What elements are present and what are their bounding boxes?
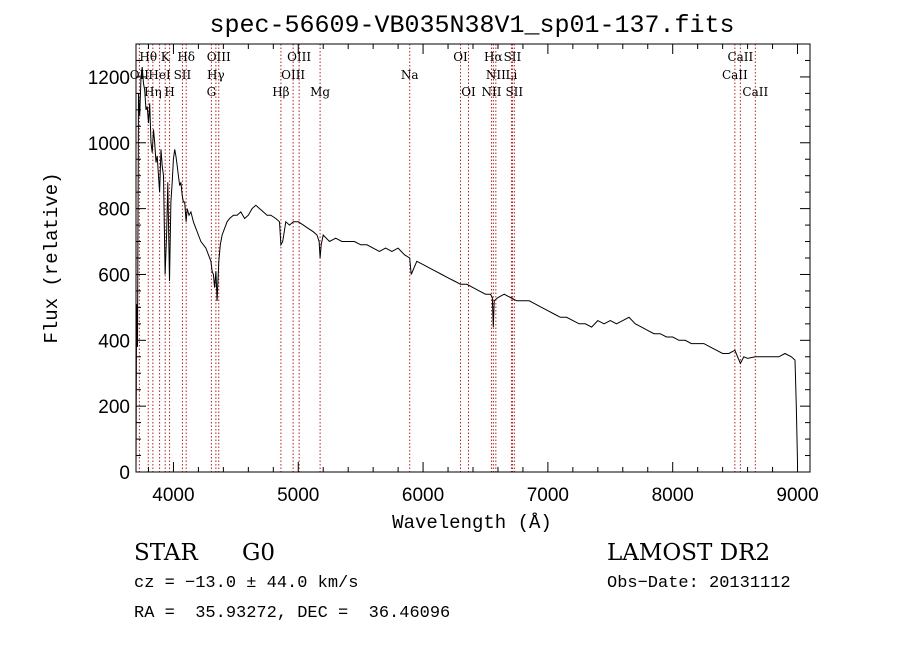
line-label: K bbox=[161, 50, 171, 64]
spectrum-line bbox=[135, 66, 798, 473]
line-label: SII bbox=[505, 85, 523, 99]
line-label: Li bbox=[506, 68, 518, 82]
y-tick-label: 0 bbox=[119, 463, 130, 484]
plot-frame bbox=[135, 43, 811, 473]
chart-title: spec-56609-VB035N38V1_sp01-137.fits bbox=[209, 11, 734, 40]
y-axis-label: Flux (relative) bbox=[41, 172, 63, 343]
line-label: Mg bbox=[310, 85, 330, 99]
line-label: Hδ bbox=[177, 50, 195, 64]
line-label: OI bbox=[461, 85, 476, 99]
y-tick-label: 200 bbox=[98, 397, 130, 418]
line-label: Hα bbox=[484, 50, 503, 64]
line-label: Hβ bbox=[272, 85, 289, 99]
spectral-line-markers bbox=[138, 44, 756, 472]
x-tick-label: 5000 bbox=[277, 485, 319, 506]
line-label: H bbox=[164, 85, 174, 99]
x-tick-label: 6000 bbox=[402, 485, 444, 506]
line-label: NII bbox=[486, 68, 506, 82]
redshift-info: cz = −13.0 ± 44.0 km/s bbox=[134, 574, 359, 593]
y-tick-label: 600 bbox=[98, 265, 130, 286]
y-tick-label: 800 bbox=[98, 200, 130, 221]
y-axis-ticks: 0 200 400 600 800 1000 1200 bbox=[88, 59, 810, 484]
x-axis-label: Wavelength (Å) bbox=[392, 512, 552, 534]
line-label: Hγ bbox=[207, 68, 225, 82]
line-label: OIII bbox=[207, 50, 231, 64]
line-label: Na bbox=[401, 68, 419, 82]
line-label: SII bbox=[174, 68, 192, 82]
line-label: OIII bbox=[287, 50, 311, 64]
y-tick-label: 400 bbox=[98, 331, 130, 352]
observation-date: Obs−Date: 20131112 bbox=[607, 574, 791, 593]
line-label: SII bbox=[504, 50, 522, 64]
x-axis-ticks: 4000 5000 6000 7000 8000 9000 bbox=[147, 44, 819, 506]
object-class: STAR bbox=[134, 540, 198, 566]
x-tick-label: 8000 bbox=[652, 485, 694, 506]
y-tick-label: 1200 bbox=[88, 68, 130, 89]
line-label: Hθ bbox=[139, 50, 157, 64]
x-tick-label: 7000 bbox=[527, 485, 569, 506]
survey-name: LAMOST DR2 bbox=[607, 540, 771, 566]
line-label: Hη bbox=[144, 85, 162, 99]
line-label: CaII bbox=[722, 68, 748, 82]
line-label: CaII bbox=[727, 50, 753, 64]
line-label: G bbox=[207, 85, 217, 99]
x-tick-label: 9000 bbox=[776, 485, 818, 506]
line-label: OIII bbox=[281, 68, 305, 82]
x-tick-label: 4000 bbox=[152, 485, 194, 506]
coordinates-info: RA = 35.93272, DEC = 36.46096 bbox=[134, 604, 451, 623]
line-label: NII bbox=[481, 85, 501, 99]
y-tick-label: 1000 bbox=[88, 134, 130, 155]
line-label: OII bbox=[130, 68, 150, 82]
line-label: OI bbox=[453, 50, 468, 64]
line-label: HeI bbox=[148, 68, 171, 82]
object-subclass: G0 bbox=[242, 540, 276, 566]
line-label: CaII bbox=[742, 85, 768, 99]
